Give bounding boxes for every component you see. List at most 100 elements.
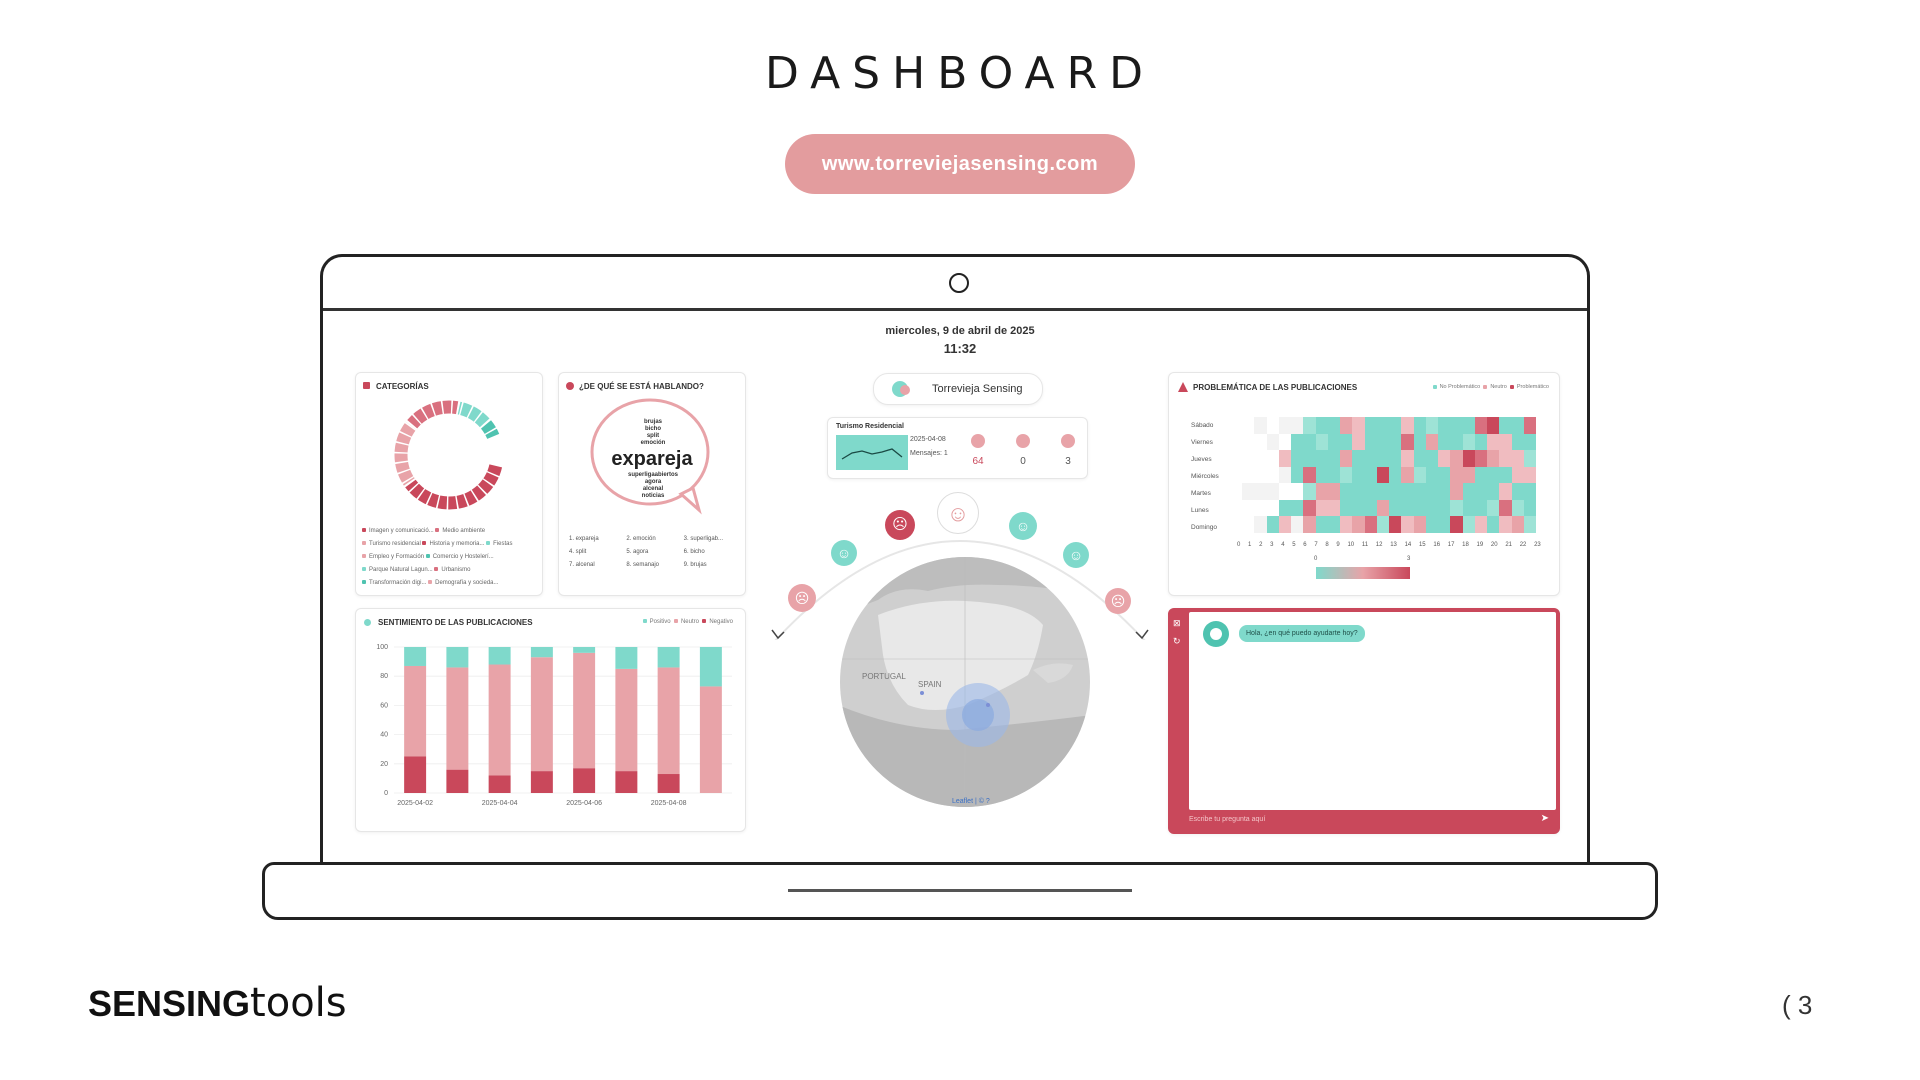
bar-segment-neutro[interactable]: [404, 665, 427, 757]
bar-segment-negativo[interactable]: [615, 771, 638, 793]
chat-input[interactable]: Escribe tu pregunta aquí: [1189, 816, 1266, 823]
heatmap-cell[interactable]: [1303, 483, 1316, 500]
heatmap-cell[interactable]: [1278, 417, 1291, 434]
heatmap-cell[interactable]: [1254, 433, 1267, 451]
heatmap-cell[interactable]: [1303, 466, 1316, 484]
heatmap-cell[interactable]: [1254, 499, 1267, 517]
heatmap-cell[interactable]: [1499, 516, 1512, 533]
heatmap-cell[interactable]: [1266, 417, 1279, 434]
heatmap-cell[interactable]: [1474, 516, 1487, 533]
heatmap-cell[interactable]: [1389, 466, 1402, 484]
heatmap-cell[interactable]: [1462, 499, 1475, 517]
heatmap-cell[interactable]: [1303, 499, 1316, 517]
heatmap-cell[interactable]: [1474, 483, 1487, 500]
heatmap-cell[interactable]: [1401, 516, 1414, 533]
heatmap-cell[interactable]: [1511, 450, 1524, 467]
heatmap-cell[interactable]: [1523, 466, 1536, 484]
chat-refresh-icon[interactable]: ↻: [1173, 636, 1181, 646]
heatmap-cell[interactable]: [1278, 483, 1291, 500]
heatmap-cell[interactable]: [1487, 499, 1500, 517]
heatmap-cell[interactable]: [1364, 417, 1377, 434]
heatmap-cell[interactable]: [1450, 483, 1463, 500]
heatmap-cell[interactable]: [1413, 417, 1426, 434]
heatmap-cell[interactable]: [1278, 466, 1291, 484]
heatmap-cell[interactable]: [1425, 433, 1438, 451]
bar-segment-positivo[interactable]: [488, 647, 511, 665]
heatmap-cell[interactable]: [1425, 466, 1438, 484]
bar-segment-negativo[interactable]: [446, 769, 469, 793]
heatmap-cell[interactable]: [1315, 499, 1328, 517]
heatmap-cell[interactable]: [1303, 417, 1316, 434]
heatmap-cell[interactable]: [1413, 516, 1426, 533]
heatmap-cell[interactable]: [1327, 417, 1340, 434]
globe-map[interactable]: PORTUGAL SPAIN Leaflet | © ?: [838, 555, 1092, 809]
heatmap-cell[interactable]: [1511, 483, 1524, 500]
heatmap-cell[interactable]: [1242, 450, 1255, 467]
heatmap-cell[interactable]: [1487, 417, 1500, 434]
heatmap-cell[interactable]: [1450, 499, 1463, 517]
heatmap-cell[interactable]: [1523, 433, 1536, 451]
heatmap-cell[interactable]: [1364, 499, 1377, 517]
bar-segment-neutro[interactable]: [488, 664, 511, 776]
heatmap-cell[interactable]: [1376, 450, 1389, 467]
heatmap-cell[interactable]: [1511, 516, 1524, 533]
heatmap-cell[interactable]: [1389, 516, 1402, 533]
heatmap-cell[interactable]: [1474, 417, 1487, 434]
heatmap-cell[interactable]: [1291, 450, 1304, 467]
heatmap-cell[interactable]: [1438, 450, 1451, 467]
send-icon[interactable]: ➤: [1540, 813, 1549, 824]
heatmap-cell[interactable]: [1413, 483, 1426, 500]
heatmap-cell[interactable]: [1242, 417, 1255, 434]
heatmap-cell[interactable]: [1291, 433, 1304, 451]
heatmap-cell[interactable]: [1376, 499, 1389, 517]
heatmap-cell[interactable]: [1474, 466, 1487, 484]
heatmap-cell[interactable]: [1315, 417, 1328, 434]
heatmap-cell[interactable]: [1376, 483, 1389, 500]
heatmap-cell[interactable]: [1266, 450, 1279, 467]
bar-segment-positivo[interactable]: [404, 647, 427, 666]
heatmap-cell[interactable]: [1376, 516, 1389, 533]
laugh-face-icon[interactable]: ☺: [1063, 542, 1089, 568]
heatmap-cell[interactable]: [1389, 483, 1402, 500]
heatmap-cell[interactable]: [1425, 483, 1438, 500]
heatmap-cell[interactable]: [1462, 466, 1475, 484]
heatmap-cell[interactable]: [1254, 417, 1267, 434]
bar-segment-negativo[interactable]: [657, 774, 680, 793]
heatmap-cell[interactable]: [1340, 450, 1353, 467]
heatmap-cell[interactable]: [1340, 516, 1353, 533]
heatmap-cell[interactable]: [1413, 433, 1426, 451]
heatmap-cell[interactable]: [1352, 483, 1365, 500]
heatmap-cell[interactable]: [1389, 450, 1402, 467]
heatmap-cell[interactable]: [1266, 499, 1279, 517]
heatmap-cell[interactable]: [1266, 433, 1279, 451]
heatmap-cell[interactable]: [1327, 499, 1340, 517]
heatmap-cell[interactable]: [1364, 450, 1377, 467]
heatmap-cell[interactable]: [1450, 450, 1463, 467]
heatmap-cell[interactable]: [1401, 483, 1414, 500]
heatmap-cell[interactable]: [1254, 516, 1267, 533]
heatmap-cell[interactable]: [1340, 417, 1353, 434]
heatmap-cell[interactable]: [1278, 450, 1291, 467]
heatmap-cell[interactable]: [1315, 433, 1328, 451]
bar-segment-negativo[interactable]: [530, 771, 553, 793]
heatmap-cell[interactable]: [1438, 499, 1451, 517]
heatmap-cell[interactable]: [1242, 483, 1255, 500]
heatmap-cell[interactable]: [1327, 466, 1340, 484]
smile-face-icon[interactable]: ☺: [1009, 512, 1037, 540]
heatmap-cell[interactable]: [1401, 499, 1414, 517]
heatmap-cell[interactable]: [1462, 483, 1475, 500]
brand-pill[interactable]: Torrevieja Sensing: [873, 373, 1043, 405]
heatmap-cell[interactable]: [1278, 433, 1291, 451]
heatmap-cell[interactable]: [1499, 433, 1512, 451]
heatmap-cell[interactable]: [1425, 499, 1438, 517]
heatmap-cell[interactable]: [1315, 516, 1328, 533]
heatmap-cell[interactable]: [1511, 433, 1524, 451]
heatmap-cell[interactable]: [1438, 433, 1451, 451]
heatmap-cell[interactable]: [1376, 433, 1389, 451]
heatmap-cell[interactable]: [1474, 499, 1487, 517]
heatmap-cell[interactable]: [1291, 417, 1304, 434]
heatmap-cell[interactable]: [1376, 466, 1389, 484]
heatmap-cell[interactable]: [1511, 417, 1524, 434]
heatmap-cell[interactable]: [1254, 466, 1267, 484]
bar-segment-neutro[interactable]: [530, 657, 553, 772]
